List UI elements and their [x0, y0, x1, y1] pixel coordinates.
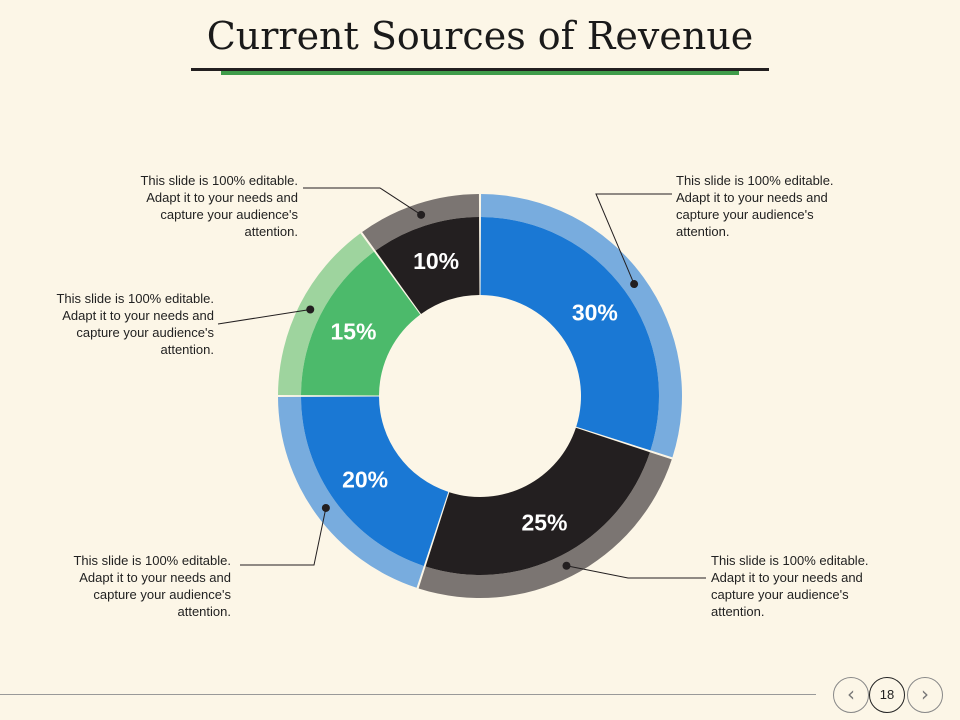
callout-line: capture your audience's	[676, 207, 814, 222]
callout-line: This slide is 100% editable.	[711, 553, 869, 568]
title-accent-underline	[221, 71, 739, 75]
callout-dot	[321, 503, 330, 512]
chevron-left-icon[interactable]: ‹	[833, 677, 869, 713]
callout-line: Adapt it to your needs and	[62, 308, 214, 323]
callout-dot	[417, 210, 426, 219]
callout-line: capture your audience's	[711, 587, 849, 602]
slice-label-10: 10%	[413, 248, 459, 274]
callout-leader-line	[595, 193, 672, 285]
chevron-right-icon[interactable]: ›	[907, 677, 943, 713]
footer-divider	[0, 694, 816, 695]
callout-line: Adapt it to your needs and	[676, 190, 828, 205]
donut-outer-band-20	[278, 396, 424, 588]
callout-dot	[630, 280, 639, 289]
callout-line: attention.	[676, 224, 730, 239]
callout-line: This slide is 100% editable.	[140, 173, 298, 188]
callout-line: Adapt it to your needs and	[146, 190, 298, 205]
slice-label-15: 15%	[330, 319, 376, 345]
callout-leader-line	[566, 565, 706, 579]
callout-bottom-left: This slide is 100% editable. Adapt it to…	[73, 552, 231, 620]
donut-outer-band-15	[278, 233, 375, 396]
slice-label-25: 25%	[521, 510, 567, 536]
donut-slice-20	[301, 396, 449, 566]
title-underline	[191, 68, 769, 71]
callout-line: This slide is 100% editable.	[56, 291, 214, 306]
callout-line: Adapt it to your needs and	[711, 570, 863, 585]
callout-bottom-right: This slide is 100% editable. Adapt it to…	[711, 552, 869, 620]
page-title: Current Sources of Revenue	[206, 14, 754, 58]
donut-slice-10	[375, 217, 480, 314]
callout-middle-left: This slide is 100% editable. Adapt it to…	[56, 290, 214, 358]
donut-outer-band-10	[362, 194, 480, 251]
donut-outer-band-30	[480, 194, 682, 458]
donut-slice-25	[425, 427, 650, 575]
donut-slice-30	[480, 217, 659, 451]
page-number: 18	[869, 677, 905, 713]
donut-outer-band-25	[418, 452, 672, 598]
callout-leader-line	[217, 309, 311, 325]
callout-top-left: This slide is 100% editable. Adapt it to…	[140, 172, 298, 240]
slice-label-30: 30%	[572, 300, 618, 326]
callout-dot	[562, 561, 571, 570]
callout-line: attention.	[711, 604, 765, 619]
callout-line: This slide is 100% editable.	[676, 173, 834, 188]
callout-leader-line	[240, 507, 327, 566]
callout-line: attention.	[160, 342, 215, 357]
slice-label-20: 20%	[342, 466, 388, 492]
callout-dot	[306, 305, 315, 314]
callout-line: Adapt it to your needs and	[79, 570, 231, 585]
callout-line: attention.	[177, 604, 232, 619]
callout-line: capture your audience's	[160, 207, 298, 222]
callout-line: capture your audience's	[93, 587, 231, 602]
callout-line: attention.	[244, 224, 299, 239]
callout-line: capture your audience's	[76, 325, 214, 340]
donut-slice-15	[301, 251, 421, 396]
callout-top-right: This slide is 100% editable. Adapt it to…	[676, 172, 834, 240]
callout-leader-line	[303, 187, 422, 216]
callout-line: This slide is 100% editable.	[73, 553, 231, 568]
